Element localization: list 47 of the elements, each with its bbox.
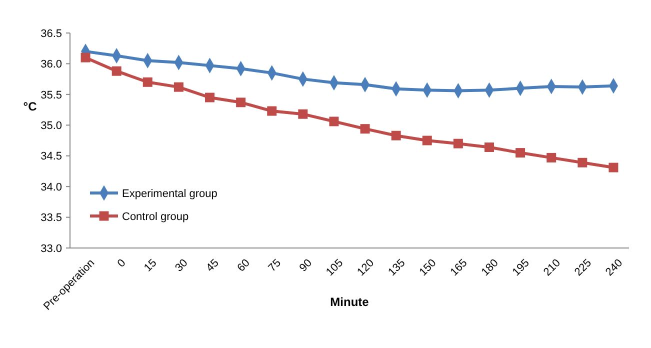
x-tick-label: 90 [297, 257, 314, 274]
y-tick-label: 36.0 [40, 58, 62, 71]
x-tick-label: 60 [235, 257, 252, 274]
x-tick-label: 150 [417, 257, 439, 279]
point [112, 66, 122, 76]
point [578, 158, 588, 168]
x-tick-label: 45 [204, 257, 222, 274]
y-tick-label: 34.5 [40, 150, 62, 163]
point [360, 124, 370, 134]
legend-label: Control group [122, 210, 189, 223]
point [80, 52, 90, 62]
x-tick-label: 165 [448, 257, 470, 279]
y-tick-label: 36.5 [40, 28, 62, 40]
y-tick-label: 33.5 [40, 212, 62, 224]
x-tick-label: 105 [324, 257, 346, 279]
x-tick-label: 210 [541, 257, 563, 279]
point [391, 130, 401, 140]
point [298, 109, 308, 119]
x-tick-label: 0 [115, 257, 128, 270]
x-tick-label: 225 [572, 257, 594, 279]
x-tick-label: 240 [604, 257, 626, 279]
point [516, 148, 526, 158]
point [205, 92, 214, 102]
x-tick-label: 15 [142, 257, 160, 274]
x-tick-label: 120 [355, 257, 377, 279]
y-tick-label: 35.5 [40, 89, 62, 102]
point [484, 142, 494, 152]
x-tick-label: 180 [479, 257, 501, 279]
point [608, 162, 618, 172]
point [267, 106, 277, 116]
y-tick-label: 34.0 [40, 181, 62, 194]
legend-label: Experimental group [122, 188, 218, 200]
point [142, 77, 152, 87]
y-axis-title: °C [23, 100, 38, 114]
point [422, 136, 432, 146]
x-tick-label: 135 [386, 257, 408, 279]
y-tick-label: 33.0 [40, 242, 62, 255]
point [546, 152, 556, 162]
x-tick-label: 30 [173, 257, 190, 274]
x-axis-title: Minute [330, 295, 370, 309]
x-tick-label: 195 [510, 257, 532, 279]
point [236, 98, 246, 108]
y-tick-label: 35.0 [40, 120, 62, 132]
point [174, 82, 184, 92]
point [329, 116, 339, 126]
point [453, 138, 463, 148]
x-tick-label: 75 [266, 257, 284, 274]
